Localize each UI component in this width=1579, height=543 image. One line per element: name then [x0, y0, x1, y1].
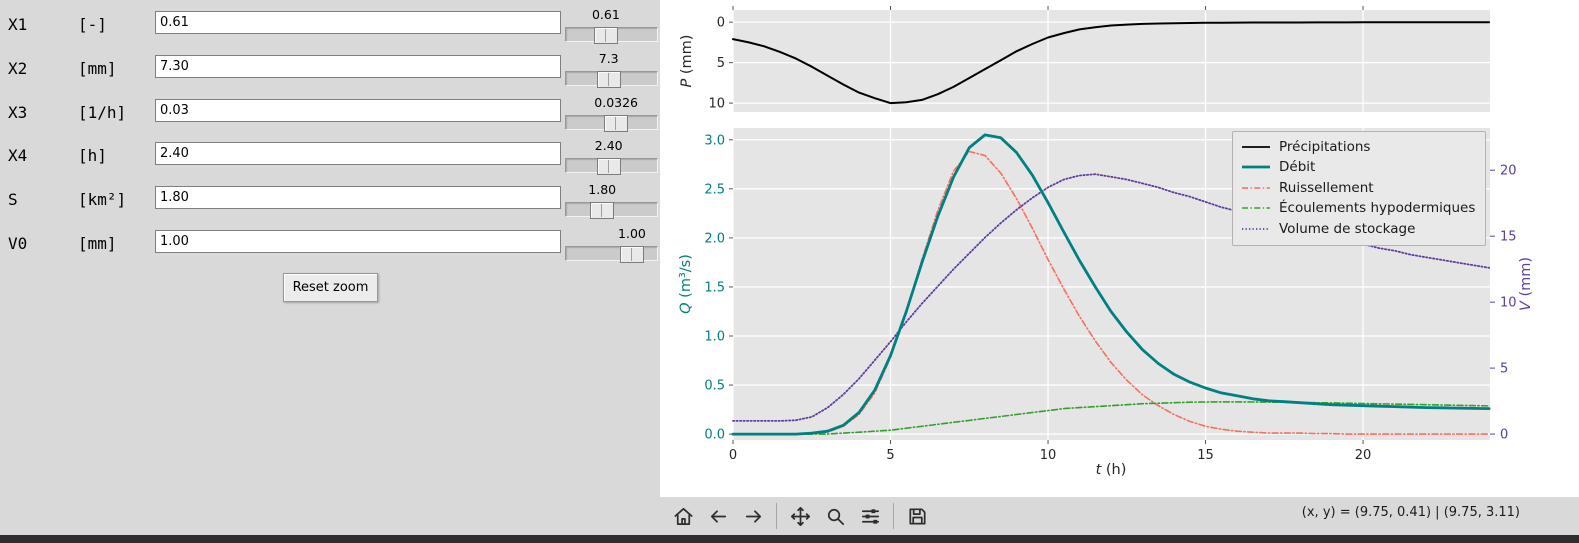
param-name: X2 — [8, 58, 28, 78]
param-slider[interactable]: 0.61 — [565, 6, 658, 50]
param-slider[interactable]: 7.3 — [565, 50, 658, 94]
slider-handle[interactable] — [604, 114, 628, 132]
slider-value-label: 0.61 — [591, 7, 620, 22]
param-slider[interactable]: 1.00 — [565, 225, 658, 269]
svg-text:20: 20 — [1355, 448, 1372, 463]
legend-item: Débit — [1241, 159, 1475, 177]
param-value-input[interactable] — [155, 142, 561, 166]
taskbar-strip — [0, 535, 1579, 543]
svg-text:10: 10 — [708, 97, 725, 112]
param-slider[interactable]: 2.40 — [565, 137, 658, 181]
forward-icon[interactable] — [738, 501, 768, 531]
back-icon[interactable] — [703, 501, 733, 531]
p-axis-label: P (mm) — [679, 34, 695, 88]
figure-toolbar — [660, 497, 1579, 535]
legend-label: Écoulements hypodermiques — [1279, 200, 1476, 217]
parameter-row-x2: X2 [mm] 7.3 — [0, 50, 660, 94]
legend-label: Volume de stockage — [1279, 220, 1416, 237]
slider-value-label: 0.0326 — [594, 94, 639, 110]
q-axis-label: Q (m³/s) — [678, 254, 694, 314]
svg-text:1.0: 1.0 — [704, 330, 725, 345]
chart-legend: Précipitations Débit Ruissellement Écouleme… — [1232, 131, 1487, 246]
save-icon[interactable] — [902, 501, 932, 531]
param-name: X1 — [8, 15, 28, 34]
toolbar-separator — [776, 503, 777, 529]
slider-handle[interactable] — [594, 27, 618, 44]
parameter-row-x4: X4 [h] 2.40 — [0, 137, 660, 181]
svg-text:10: 10 — [1040, 448, 1057, 463]
v-axis-label: V (mm) — [1518, 256, 1534, 312]
slider-handle[interactable] — [620, 246, 644, 263]
legend-label: Ruissellement — [1279, 179, 1374, 196]
precipitation-axes[interactable]: 0 5 10 — [708, 6, 1491, 112]
param-unit: [-] — [78, 15, 107, 34]
param-unit: [km²] — [78, 190, 127, 210]
svg-text:3.0: 3.0 — [704, 133, 725, 148]
param-name: S — [8, 190, 18, 210]
svg-text:2.0: 2.0 — [704, 231, 725, 246]
svg-text:20: 20 — [1500, 164, 1517, 179]
param-name: V0 — [8, 234, 28, 253]
param-unit: [mm] — [78, 234, 117, 253]
svg-text:0: 0 — [1500, 428, 1508, 443]
param-value-input[interactable] — [155, 230, 561, 253]
slider-handle[interactable] — [590, 202, 614, 220]
svg-text:2.5: 2.5 — [704, 182, 725, 197]
figure-canvas: 0 5 10 0 5 10 15 20 0.0 0.5 1.0 1.5 2.0 2.5 3.0 0 5 10 15… — [660, 0, 1579, 497]
parameter-panel: X1 [-] 0.61 X2 [mm] 7.3 X3 [1/h] 0.0326 X4 [h] 2.40… — [0, 0, 660, 497]
svg-text:0.5: 0.5 — [704, 379, 725, 394]
svg-text:0: 0 — [717, 16, 725, 31]
svg-text:5: 5 — [717, 56, 725, 71]
svg-text:0: 0 — [729, 448, 737, 463]
slider-handle[interactable] — [597, 158, 621, 176]
slider-value-label: 7.3 — [598, 50, 619, 66]
slider-value-label: 1.00 — [618, 226, 646, 241]
param-slider[interactable]: 0.0326 — [565, 94, 658, 138]
legend-item: Volume de stockage — [1241, 220, 1475, 238]
param-value-input[interactable] — [155, 54, 561, 78]
param-value-input[interactable] — [155, 11, 561, 34]
legend-label: Précipitations — [1279, 138, 1371, 155]
param-unit: [mm] — [78, 58, 117, 78]
home-icon[interactable] — [668, 501, 698, 531]
param-unit: [1/h] — [78, 102, 127, 122]
legend-item: Précipitations — [1241, 138, 1475, 156]
param-name: X4 — [8, 146, 28, 166]
parameter-row-x3: X3 [1/h] 0.0326 — [0, 94, 660, 138]
parameter-row-s: S [km²] 1.80 — [0, 181, 660, 225]
param-name: X3 — [8, 102, 28, 122]
legend-label: Débit — [1279, 159, 1316, 176]
svg-text:5: 5 — [886, 448, 894, 463]
reset-zoom-button[interactable]: Reset zoom — [283, 273, 378, 302]
svg-text:10: 10 — [1500, 296, 1517, 311]
slider-value-label: 2.40 — [594, 138, 623, 154]
t-axis-label: t (h) — [1095, 462, 1127, 478]
slider-handle[interactable] — [597, 70, 621, 88]
param-value-input[interactable] — [155, 186, 561, 210]
svg-text:15: 15 — [1197, 448, 1214, 463]
legend-item: Ruissellement — [1241, 179, 1475, 197]
param-value-input[interactable] — [155, 98, 561, 122]
svg-text:0.0: 0.0 — [704, 428, 725, 443]
parameter-row-x1: X1 [-] 0.61 — [0, 6, 660, 50]
legend-item: Écoulements hypodermiques — [1241, 200, 1475, 218]
slider-trough[interactable] — [565, 246, 658, 261]
toolbar-separator — [893, 503, 894, 529]
parameter-row-v0: V0 [mm] 1.00 — [0, 225, 660, 269]
param-unit: [h] — [78, 146, 107, 166]
svg-text:1.5: 1.5 — [704, 280, 725, 295]
param-slider[interactable]: 1.80 — [565, 181, 658, 225]
svg-text:15: 15 — [1500, 230, 1517, 245]
pan-icon[interactable] — [785, 501, 815, 531]
slider-value-label: 1.80 — [588, 182, 617, 198]
svg-text:5: 5 — [1500, 362, 1508, 377]
zoom-icon[interactable] — [820, 501, 850, 531]
subplots-icon[interactable] — [855, 501, 885, 531]
cursor-coordinates: (x, y) = (9.75, 0.41) | (9.75, 3.11) — [1301, 505, 1520, 520]
